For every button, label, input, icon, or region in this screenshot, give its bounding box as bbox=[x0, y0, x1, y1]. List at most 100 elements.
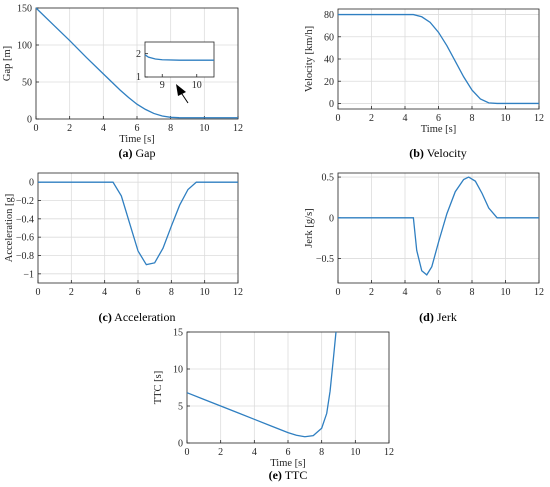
gap-chart-ytick-label-2: 100 bbox=[17, 41, 32, 52]
gap-chart-xtick-label-1: 2 bbox=[67, 123, 72, 134]
gap-inset-ytick-label-1: 2 bbox=[136, 49, 141, 60]
velocity-chart-ytick-label-0: 0 bbox=[329, 99, 334, 110]
jerk-chart-xtick-label-3: 6 bbox=[436, 287, 441, 298]
gap-chart-caption-text: Gap bbox=[133, 146, 156, 160]
gap-chart-ytick-label-0: 0 bbox=[27, 115, 32, 126]
acceleration-chart-series-line-0 bbox=[38, 181, 238, 266]
ttc-chart-ytick-label-2: 10 bbox=[173, 365, 183, 376]
gap-chart-xtick-label-0: 0 bbox=[34, 123, 39, 134]
ttc-chart-xtick-label-5: 10 bbox=[350, 447, 360, 458]
ttc-chart-xtick-label-4: 8 bbox=[319, 447, 324, 458]
acceleration-chart-ylabel: Acceleration [g] bbox=[4, 194, 15, 263]
jerk-chart-series-line-0 bbox=[338, 176, 539, 276]
gap-chart-ytick-label-1: 50 bbox=[22, 78, 32, 89]
gap-inset-series-line-0 bbox=[144, 54, 214, 61]
velocity-chart-ytick-label-3: 60 bbox=[324, 32, 334, 43]
ttc-chart-xtick-label-2: 4 bbox=[252, 447, 257, 458]
velocity-chart-xtick-label-1: 2 bbox=[369, 113, 374, 124]
velocity-chart-caption-tag: (b) bbox=[409, 146, 424, 160]
velocity-chart-xtick-label-5: 10 bbox=[501, 113, 511, 124]
acceleration-chart-xtick-label-5: 10 bbox=[200, 287, 210, 298]
acceleration-chart-axes: 0 2 4 6 8 10 12 0 −0.2 −0.4 −0.6 −0.8 −1 Acceleration… bbox=[4, 172, 243, 324]
ttc-chart-xtick-label-6: 12 bbox=[384, 447, 394, 458]
acceleration-chart-xtick-label-0: 0 bbox=[36, 287, 41, 298]
ttc-chart-ytick-label-1: 5 bbox=[178, 402, 183, 413]
gap-chart-xtick-label-5: 10 bbox=[199, 123, 209, 134]
jerk-chart-axes: 0 2 4 6 8 10 12 −0.5 0 0.5 Jerk [g/s] (d) Jerk bbox=[304, 172, 544, 324]
ttc-chart-series-line-0 bbox=[186, 331, 337, 438]
jerk-chart-caption-tag: (d) bbox=[419, 310, 434, 324]
velocity-chart-ytick-label-4: 80 bbox=[324, 10, 334, 21]
gap-inset-ytick-label-0: 1 bbox=[136, 72, 141, 83]
gap-inset-frame bbox=[144, 41, 215, 78]
gap-chart-xtick-label-4: 8 bbox=[168, 123, 173, 134]
ttc-chart-xtick-label-1: 2 bbox=[218, 447, 223, 458]
velocity-chart-ylabel: Velocity [km/h] bbox=[304, 26, 315, 92]
jerk-chart-ytick-label-0: −0.5 bbox=[316, 254, 334, 265]
gap-inset-arrow bbox=[176, 84, 189, 104]
gap-chart-series-line-0 bbox=[35, 7, 238, 119]
gap-chart-ytick-label-3: 150 bbox=[17, 4, 32, 15]
ttc-chart-caption: (e) TTC bbox=[269, 468, 308, 482]
acceleration-chart-xtick-label-2: 4 bbox=[102, 287, 107, 298]
velocity-chart-xtick-label-6: 12 bbox=[534, 113, 544, 124]
acceleration-chart-ytick-label-4: −0.8 bbox=[16, 251, 34, 262]
acceleration-chart-ytick-label-2: −0.4 bbox=[16, 214, 34, 225]
gap-inset-xtick-label-1: 10 bbox=[192, 80, 202, 91]
acceleration-chart-caption-text: Acceleration bbox=[112, 310, 176, 324]
velocity-chart-xtick-label-2: 4 bbox=[403, 113, 408, 124]
velocity-chart-xtick-label-4: 8 bbox=[470, 113, 475, 124]
ttc-chart-caption-tag: (e) bbox=[269, 468, 282, 482]
velocity-chart-caption-text: Velocity bbox=[424, 146, 467, 160]
acceleration-chart-ytick-label-5: −1 bbox=[23, 269, 34, 280]
jerk-chart-xtick-label-6: 12 bbox=[534, 287, 544, 298]
velocity-chart-xtick-label-0: 0 bbox=[336, 113, 341, 124]
acceleration-chart-caption-tag: (c) bbox=[99, 310, 112, 324]
acceleration-chart-xtick-label-1: 2 bbox=[69, 287, 74, 298]
acceleration-chart-xtick-label-3: 6 bbox=[136, 287, 141, 298]
jerk-chart-xtick-label-2: 4 bbox=[403, 287, 408, 298]
acceleration-chart-ytick-label-3: −0.6 bbox=[16, 233, 34, 244]
jerk-chart-ylabel: Jerk [g/s] bbox=[304, 208, 315, 247]
ttc-chart-xlabel: Time [s] bbox=[270, 458, 306, 469]
gap-inset-axes: 9 10 1 2 bbox=[136, 41, 215, 91]
jerk-chart-ytick-label-1: 0 bbox=[329, 213, 334, 224]
jerk-chart-xtick-label-4: 8 bbox=[470, 287, 475, 298]
gap-inset-xtick-label-0: 9 bbox=[160, 80, 165, 91]
velocity-chart-caption: (b) Velocity bbox=[409, 146, 466, 160]
velocity-chart-series-line-0 bbox=[338, 13, 539, 105]
gap-inset-arrow-head bbox=[176, 84, 186, 96]
jerk-chart-caption: (d) Jerk bbox=[419, 310, 457, 324]
ttc-chart-caption-text: TTC bbox=[282, 468, 307, 482]
jerk-chart-caption-text: Jerk bbox=[434, 310, 457, 324]
acceleration-chart-xtick-label-4: 8 bbox=[169, 287, 174, 298]
acceleration-chart-ytick-label-1: −0.2 bbox=[16, 196, 34, 207]
velocity-chart-xtick-label-3: 6 bbox=[436, 113, 441, 124]
ttc-chart-xtick-label-0: 0 bbox=[185, 447, 190, 458]
gap-chart-xtick-label-6: 12 bbox=[233, 123, 243, 134]
gap-chart-xtick-label-3: 6 bbox=[135, 123, 140, 134]
gap-chart-xlabel: Time [s] bbox=[119, 134, 155, 145]
gap-chart-caption: (a) Gap bbox=[119, 146, 156, 160]
ttc-chart-ytick-label-3: 15 bbox=[173, 328, 183, 339]
gap-chart-caption-tag: (a) bbox=[119, 146, 133, 160]
acceleration-chart-ytick-label-0: 0 bbox=[29, 178, 34, 189]
jerk-chart-xtick-label-0: 0 bbox=[336, 287, 341, 298]
gap-chart-xtick-label-2: 4 bbox=[101, 123, 106, 134]
velocity-chart-axes: 0 2 4 6 8 10 12 0 20 40 60 80 Time [s] Velocity [km/h… bbox=[304, 8, 544, 160]
velocity-chart-ytick-label-1: 20 bbox=[324, 77, 334, 88]
ttc-chart-axes: 0 2 4 6 8 10 12 0 5 10 15 Time [s] TTC [s] (e) TTC bbox=[153, 328, 394, 482]
velocity-chart-ytick-label-2: 40 bbox=[324, 55, 334, 66]
velocity-chart-xlabel: Time [s] bbox=[421, 124, 457, 135]
acceleration-chart-xtick-label-6: 12 bbox=[233, 287, 243, 298]
jerk-chart-ytick-label-2: 0.5 bbox=[322, 173, 335, 184]
jerk-chart-xtick-label-5: 10 bbox=[501, 287, 511, 298]
gap-chart-ylabel: Gap [m] bbox=[2, 46, 13, 81]
acceleration-chart-caption: (c) Acceleration bbox=[99, 310, 176, 324]
ttc-chart-ytick-label-0: 0 bbox=[178, 439, 183, 450]
jerk-chart-xtick-label-1: 2 bbox=[369, 287, 374, 298]
ttc-chart-ylabel: TTC [s] bbox=[153, 371, 164, 405]
ttc-chart-xtick-label-3: 6 bbox=[286, 447, 291, 458]
